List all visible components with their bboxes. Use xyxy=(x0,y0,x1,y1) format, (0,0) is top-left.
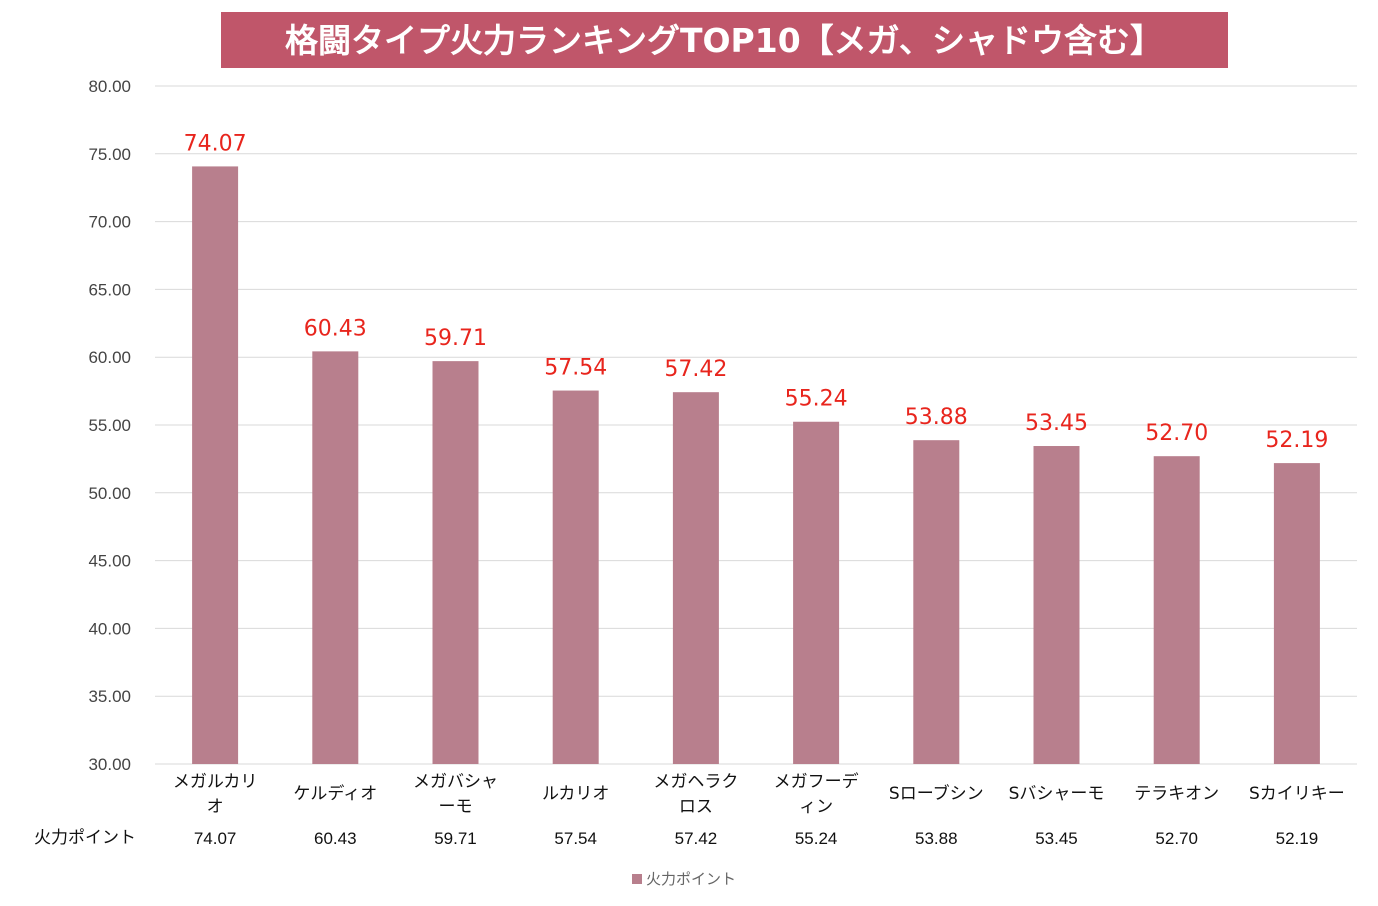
x-category-label: ィン xyxy=(799,797,833,817)
data-label: 59.71 xyxy=(424,326,487,351)
bar xyxy=(552,390,599,764)
y-tick-label: 30.00 xyxy=(88,755,131,774)
x-category-label: メガルカリ xyxy=(173,772,258,792)
y-tick-label: 40.00 xyxy=(88,619,131,638)
data-table-value: 55.24 xyxy=(795,829,838,848)
chart-title-background xyxy=(221,12,1228,68)
data-table-value: 52.19 xyxy=(1276,829,1319,848)
bar xyxy=(1033,446,1080,764)
x-category-label: メガヘラク xyxy=(653,772,738,792)
data-table-value: 53.88 xyxy=(915,829,958,848)
data-label: 55.24 xyxy=(785,387,848,412)
data-table-value: 74.07 xyxy=(194,829,237,848)
data-table-value: 52.70 xyxy=(1155,829,1198,848)
data-table-value: 57.54 xyxy=(554,829,597,848)
y-tick-label: 50.00 xyxy=(88,484,131,503)
bar xyxy=(432,361,479,764)
data-label: 74.07 xyxy=(184,131,247,156)
y-tick-label: 70.00 xyxy=(88,213,131,232)
y-tick-label: 75.00 xyxy=(88,145,131,164)
x-category-label: メガフーデ xyxy=(774,771,859,792)
x-category-label: ルカリオ xyxy=(542,784,610,804)
y-tick-label: 80.00 xyxy=(88,77,131,96)
data-table-value: 57.42 xyxy=(675,829,718,848)
y-axis-ticks: 80.00 75.00 70.00 65.00 60.00 55.00 50.00 45.00… xyxy=(88,77,131,774)
x-category-label: Sカイリキー xyxy=(1249,784,1345,804)
bar xyxy=(312,351,359,764)
data-table-value: 59.71 xyxy=(434,829,477,848)
x-category-label: テラキオン xyxy=(1134,784,1219,804)
data-label: 60.43 xyxy=(304,316,367,341)
legend-label: 火力ポイント xyxy=(646,870,736,888)
legend-swatch xyxy=(632,874,642,884)
y-tick-label: 55.00 xyxy=(88,416,131,435)
data-label: 52.70 xyxy=(1145,421,1208,446)
legend: 火力ポイント xyxy=(632,870,736,888)
y-tick-label: 35.00 xyxy=(88,687,131,706)
x-category-label: オ xyxy=(207,797,224,817)
data-table-value: 53.45 xyxy=(1035,829,1078,848)
chart-title: 格闘タイプ火力ランキングTOP10【メガ、シャドウ含む】 xyxy=(285,21,1163,60)
data-label: 52.19 xyxy=(1265,428,1328,453)
bar xyxy=(913,440,960,764)
x-category-label: メガバシャ xyxy=(413,772,498,792)
data-table-value: 60.43 xyxy=(314,829,357,848)
y-tick-label: 65.00 xyxy=(88,280,131,299)
data-table-series-name: 火力ポイント xyxy=(34,828,136,848)
data-label: 53.45 xyxy=(1025,411,1088,436)
data-label: 57.42 xyxy=(664,357,727,382)
bar xyxy=(793,421,840,764)
x-category-label: ロス xyxy=(679,797,713,817)
y-tick-label: 60.00 xyxy=(88,348,131,367)
bar xyxy=(1273,463,1320,764)
y-tick-label: 45.00 xyxy=(88,552,131,571)
x-category-label: Sローブシン xyxy=(889,783,984,804)
chart-title-group: 格闘タイプ火力ランキングTOP10【メガ、シャドウ含む】 xyxy=(221,12,1228,68)
data-label: 53.88 xyxy=(905,405,968,430)
data-table: 火力ポイント 74.07 60.43 59.71 57.54 57.42 55.24 53.… xyxy=(34,828,1318,848)
bar xyxy=(1153,456,1200,764)
x-category-label: ケルディオ xyxy=(293,783,377,804)
data-labels: 74.07 60.43 59.71 57.54 57.42 55.24 53.88 53.45… xyxy=(184,131,1329,453)
x-category-label: Sバシャーモ xyxy=(1009,784,1105,804)
data-label: 57.54 xyxy=(544,356,607,381)
bars xyxy=(192,166,1320,765)
bar xyxy=(192,166,239,765)
bar xyxy=(672,392,719,764)
x-category-label: ーモ xyxy=(439,797,473,817)
